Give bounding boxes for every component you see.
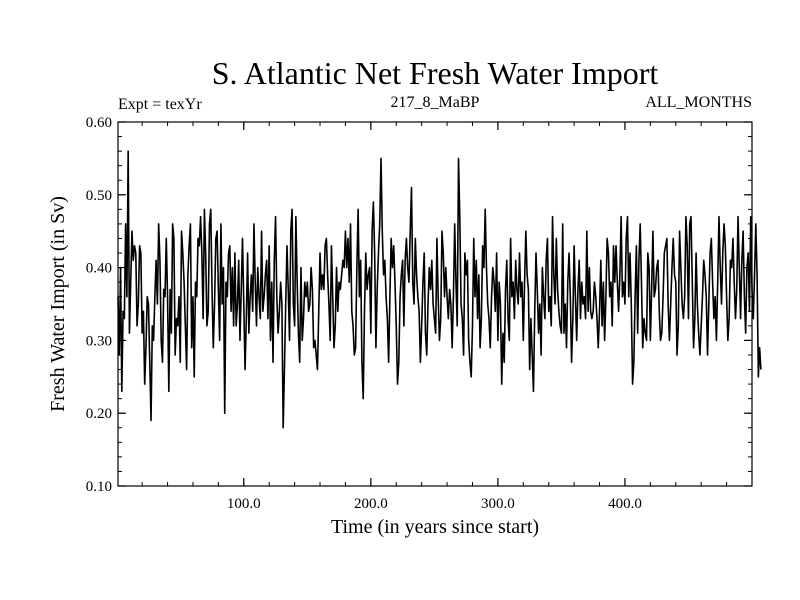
x-tick-label: 400.0 (608, 496, 642, 512)
y-tick-label: 0.50 (86, 188, 112, 204)
plot-frame (117, 121, 753, 487)
y-tick-label: 0.20 (86, 406, 112, 422)
months-label: ALL_MONTHS (645, 94, 752, 111)
x-axis-label: Time (in years since start) (331, 516, 539, 538)
y-tick-label: 0.10 (86, 479, 112, 495)
y-tick-label: 0.40 (86, 261, 112, 277)
experiment-label: Expt = texYr (118, 96, 202, 113)
axis-tick-labels: 0.10 0.20 0.30 0.40 0.50 0.60 100.0 200.0 300.0 4… (86, 115, 642, 512)
y-tick-label: 0.60 (86, 115, 112, 131)
series-line (117, 150, 762, 429)
chart-title: S. Atlantic Net Fresh Water Import (212, 55, 659, 91)
y-tick-label: 0.30 (86, 333, 112, 349)
x-tick-label: 300.0 (481, 496, 515, 512)
time-period-label: 217_8_MaBP (391, 94, 480, 111)
x-tick-label: 200.0 (354, 496, 388, 512)
x-tick-label: 100.0 (227, 496, 261, 512)
y-axis-label: Fresh Water Import (in Sv) (47, 196, 69, 412)
